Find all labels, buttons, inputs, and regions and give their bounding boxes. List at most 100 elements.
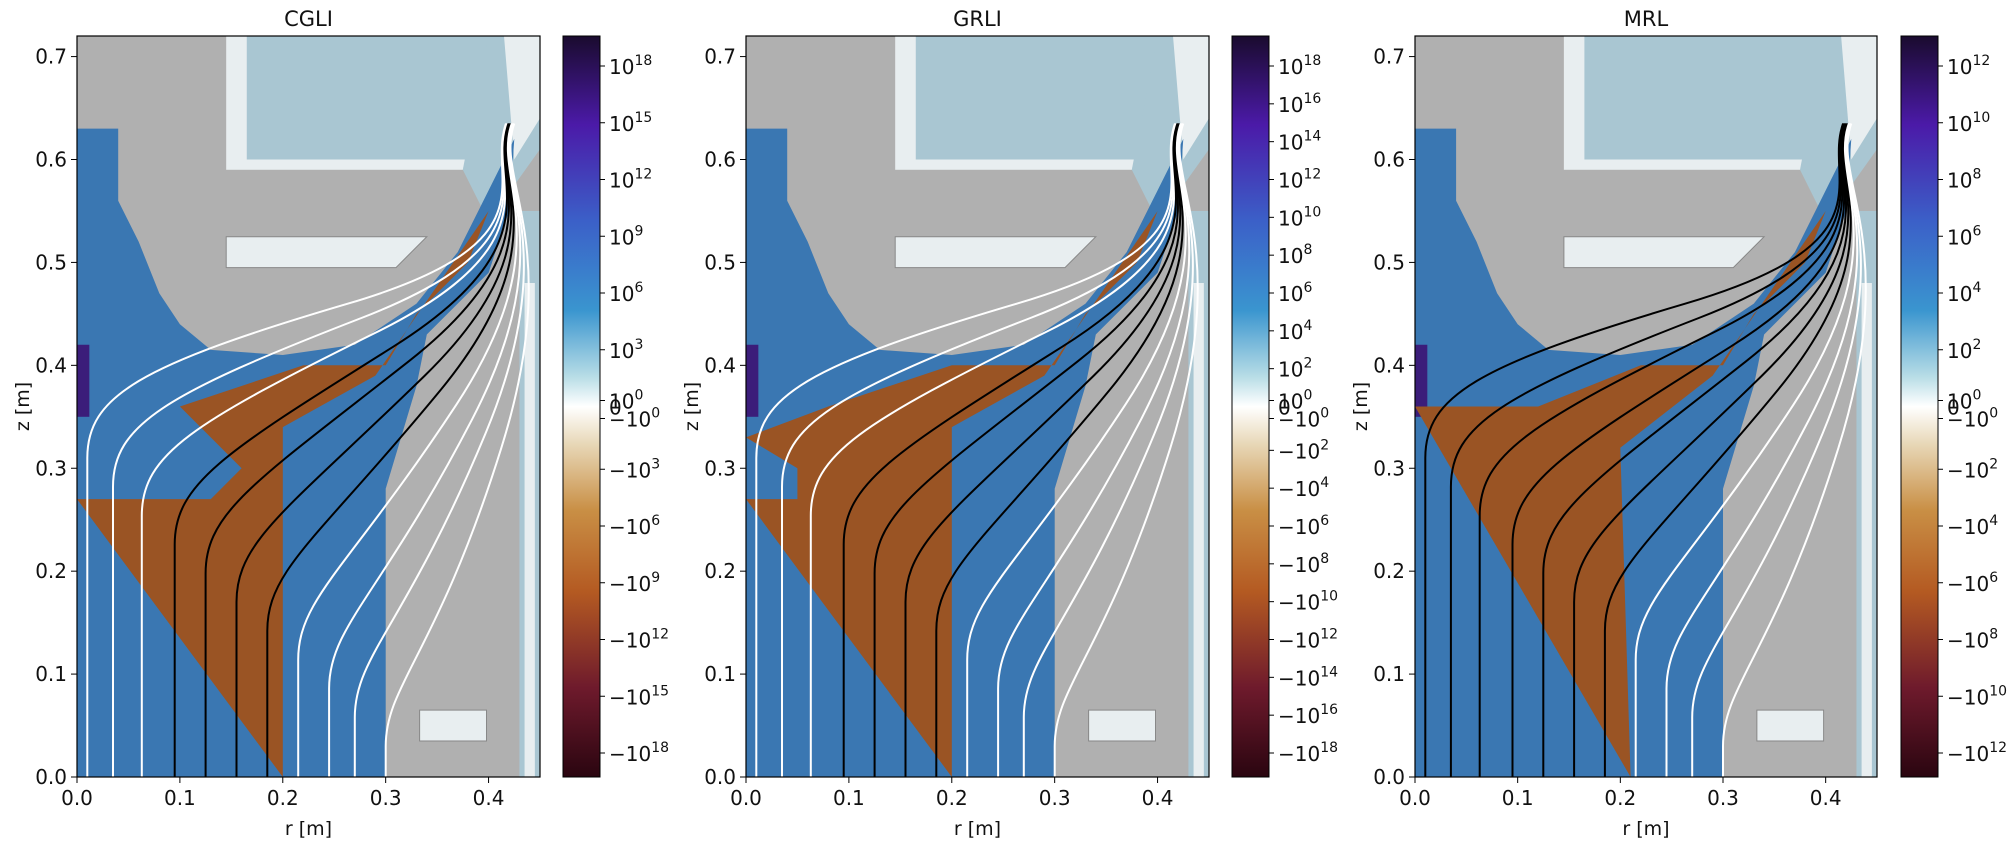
y-tick-label: 0.2	[1373, 559, 1405, 583]
x-tick-label: 0.4	[1810, 786, 1842, 810]
right-wall-inner	[1193, 283, 1204, 777]
y-tick-label: 0.4	[704, 353, 736, 377]
upper-structure-core	[1584, 36, 1831, 160]
colorbar-tick-label: 108	[1947, 167, 1981, 193]
y-tick-label: 0.7	[35, 45, 67, 69]
field-line	[1573, 123, 1850, 777]
colorbar-tick-label: −108	[1278, 551, 1329, 577]
field-line	[1542, 123, 1848, 777]
colorbar-tick-label: −106	[1278, 513, 1329, 539]
field-line	[1478, 123, 1846, 777]
panel-cgli: 0.0 0.1 0.2 0.3 0.4 0.0 0.1 0.2 0.3 0.4 0.5 0.6 0.7 C…	[12, 7, 669, 840]
shelf-block	[225, 236, 429, 269]
bottom-block	[1088, 709, 1156, 742]
field-line	[1691, 123, 1862, 777]
colorbar-tick-label: −104	[1947, 513, 1998, 539]
colorbar-tick-label: 1010	[1947, 110, 1990, 136]
colorbar-tick-label: −109	[609, 570, 660, 596]
colorbar-zero-label: 0	[609, 396, 622, 420]
colorbar-tick-label: −1015	[609, 683, 669, 709]
field-line	[1424, 123, 1845, 777]
colorbar-tick-label: 102	[1278, 356, 1312, 382]
field-line	[140, 123, 509, 777]
colorbar-tick-label: −102	[1947, 456, 1998, 482]
colorbar-tick-label: −103	[609, 456, 660, 482]
colorbar-tick-label: 106	[609, 280, 643, 306]
x-tick-label: 0.1	[1502, 786, 1534, 810]
y-tick-label: 0.1	[704, 662, 736, 686]
colorbar-tick-label: 102	[1947, 337, 1981, 363]
colorbar-tick-label: 1010	[1278, 204, 1321, 230]
field-line	[1449, 123, 1845, 777]
bottom-block	[419, 709, 487, 742]
field-line	[328, 123, 522, 777]
field-line	[86, 123, 507, 777]
y-tick-label: 0.0	[1373, 765, 1405, 789]
field-line	[204, 123, 511, 777]
field-line	[1665, 123, 1859, 777]
colorbar-tick-label: 1012	[609, 167, 652, 193]
field-line	[1053, 123, 1199, 777]
y-tick-label: 0.1	[1373, 662, 1405, 686]
y-tick-label: 0.4	[35, 353, 67, 377]
colorbar-tick-label: −1018	[1278, 740, 1338, 766]
y-tick-label: 0.6	[35, 148, 67, 172]
y-axis-label: z [m]	[1350, 382, 1372, 431]
colorbar	[562, 35, 601, 778]
x-tick-label: 0.3	[1707, 786, 1739, 810]
colorbar-tick-label: −100	[1278, 406, 1329, 432]
upper-structure-core	[915, 36, 1163, 160]
colorbar-tick-label: −1010	[1278, 589, 1338, 615]
colorbar-tick-label: 108	[1278, 242, 1312, 268]
y-axis-label: z [m]	[681, 382, 703, 431]
right-wall-inner	[524, 283, 535, 777]
colorbar-tick-label: 103	[609, 337, 643, 363]
colorbar	[1900, 35, 1939, 778]
field-line	[297, 123, 518, 777]
axis-peak-region	[1415, 344, 1428, 417]
colorbar-tick-label: 1016	[1278, 91, 1321, 117]
axis-peak-region	[77, 344, 90, 417]
colorbar-tick-label: 104	[1278, 318, 1312, 344]
field-line	[1022, 123, 1194, 777]
colorbar-tick-label: 106	[1278, 280, 1312, 306]
y-axis-label: z [m]	[12, 382, 34, 431]
negative-region	[1415, 211, 1826, 777]
y-tick-label: 0.3	[35, 456, 67, 480]
x-tick-label: 0.1	[833, 786, 865, 810]
panel-title: MRL	[1624, 7, 1669, 31]
colorbar-tick-label: 100	[1947, 388, 1981, 414]
colorbar-zero-label: 0	[1278, 396, 1291, 420]
colorbar-tick-label: 100	[1278, 388, 1312, 414]
plot-area	[746, 36, 1209, 777]
y-tick-label: 0.5	[704, 250, 736, 274]
upper-structure-core	[246, 36, 494, 160]
field-line	[842, 123, 1179, 777]
field-line	[904, 123, 1182, 777]
x-axis-label: r [m]	[1622, 818, 1669, 840]
colorbar-tick-label: −102	[1278, 437, 1329, 463]
right-wall-inner	[1861, 283, 1872, 777]
field-line	[935, 123, 1184, 777]
field-line	[384, 123, 530, 777]
panel-title: GRLI	[953, 7, 1002, 31]
colorbar-tick-label: 106	[1947, 223, 1981, 249]
y-tick-label: 0.7	[704, 45, 736, 69]
y-tick-label: 0.6	[1373, 148, 1405, 172]
x-tick-label: 0.0	[61, 786, 93, 810]
plot-area	[1415, 36, 1877, 777]
x-tick-label: 0.3	[1039, 786, 1071, 810]
field-line	[353, 123, 525, 777]
x-tick-label: 0.0	[1399, 786, 1431, 810]
shelf-block	[894, 236, 1098, 269]
colorbar-zero-label: 0	[1947, 396, 1960, 420]
x-tick-label: 0.2	[267, 786, 299, 810]
panel-grli: 0.0 0.1 0.2 0.3 0.4 0.0 0.1 0.2 0.3 0.4 0.5 0.6 0.7 G…	[681, 7, 1338, 840]
colorbar-tick-label: 1018	[609, 53, 652, 79]
y-tick-label: 0.3	[704, 456, 736, 480]
field-line	[781, 123, 1177, 777]
shelf-block	[1563, 236, 1766, 269]
y-tick-label: 0.1	[35, 662, 67, 686]
positive-region	[1415, 128, 1852, 777]
